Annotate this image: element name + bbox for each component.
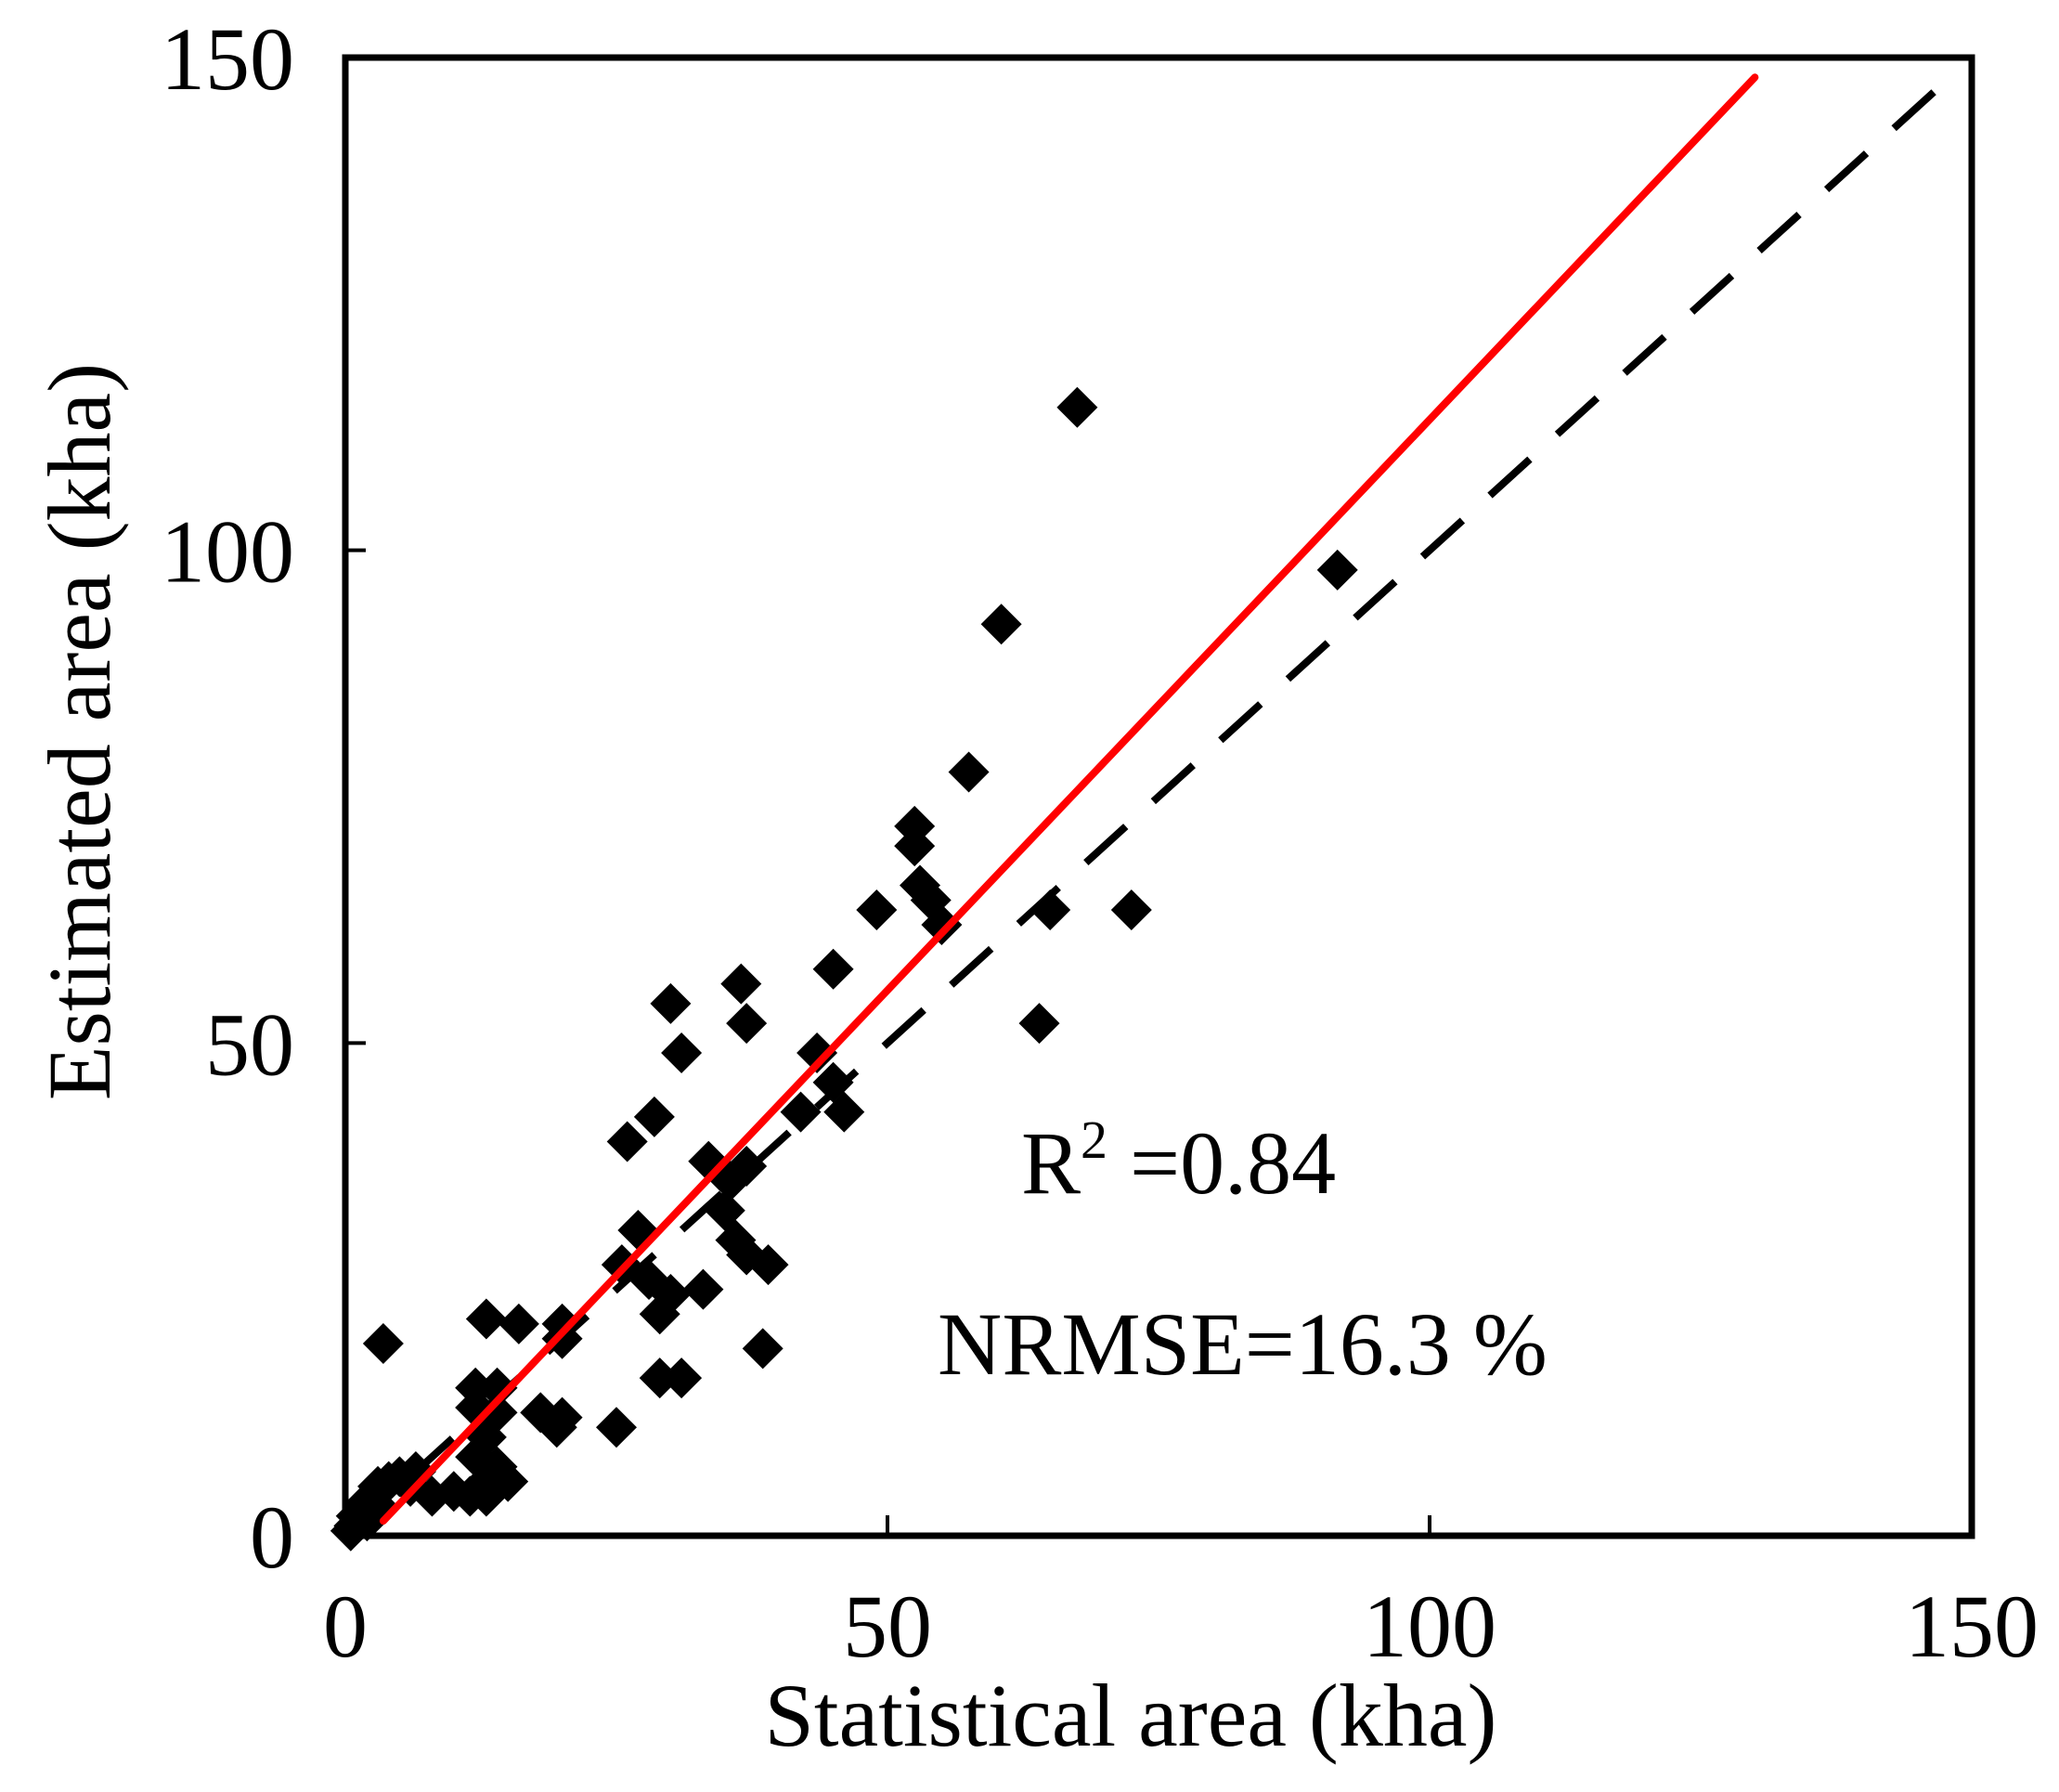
data-point xyxy=(682,1268,724,1310)
data-point xyxy=(661,1032,703,1073)
data-point xyxy=(639,1357,680,1399)
data-point xyxy=(726,1003,768,1045)
data-point xyxy=(894,825,936,867)
r-squared-annotation: R2 =0.84 xyxy=(1021,1110,1336,1213)
data-point xyxy=(1056,386,1098,428)
data-point xyxy=(362,1323,404,1365)
data-point xyxy=(1030,890,1071,931)
data-point xyxy=(536,1407,577,1448)
axis-ticks: 0 50 100 150 0 50 100 150 xyxy=(161,9,2039,1676)
data-point xyxy=(1316,549,1358,591)
plot-frame xyxy=(342,54,1975,1539)
r-squared-superscript: 2 xyxy=(1081,1110,1107,1170)
data-point xyxy=(606,1121,648,1162)
y-tick-label: 0 xyxy=(250,1487,294,1587)
data-point xyxy=(823,1091,865,1133)
data-point xyxy=(617,1209,659,1251)
data-point xyxy=(747,1244,789,1286)
r-squared-symbol: R xyxy=(1021,1113,1081,1213)
data-point xyxy=(650,982,692,1024)
data-point xyxy=(476,1367,518,1409)
data-point xyxy=(661,1357,703,1399)
data-point xyxy=(921,903,963,945)
data-point xyxy=(596,1407,637,1448)
data-point xyxy=(720,963,762,1005)
data-point xyxy=(856,890,898,931)
data-point xyxy=(639,1293,680,1335)
data-point xyxy=(948,751,990,793)
data-point xyxy=(742,1328,783,1370)
regression-line xyxy=(379,73,1759,1526)
x-tick-label: 100 xyxy=(1363,1577,1496,1676)
data-point xyxy=(1018,1003,1060,1045)
y-axis-label: Estimated area (kha) xyxy=(30,363,129,1100)
data-point xyxy=(1110,890,1152,931)
data-point xyxy=(498,1303,539,1344)
data-point xyxy=(449,1475,491,1517)
r-squared-value: =0.84 xyxy=(1107,1113,1336,1213)
y-tick-label: 150 xyxy=(161,9,294,109)
y-tick-label: 100 xyxy=(161,502,294,602)
x-tick-label: 0 xyxy=(323,1577,368,1676)
x-axis-label: Statistical area (kha) xyxy=(765,1666,1497,1765)
nrmse-annotation: NRMSE=16.3 % xyxy=(938,1294,1547,1394)
x-tick-label: 150 xyxy=(1905,1577,2039,1676)
data-point xyxy=(780,1091,822,1133)
data-point xyxy=(980,604,1022,645)
data-point xyxy=(541,1318,583,1359)
data-point xyxy=(796,1032,838,1073)
data-point xyxy=(812,948,854,990)
x-tick-label: 50 xyxy=(843,1577,932,1676)
y-tick-label: 50 xyxy=(205,994,294,1094)
data-point xyxy=(465,1298,507,1340)
data-point xyxy=(633,1096,675,1137)
